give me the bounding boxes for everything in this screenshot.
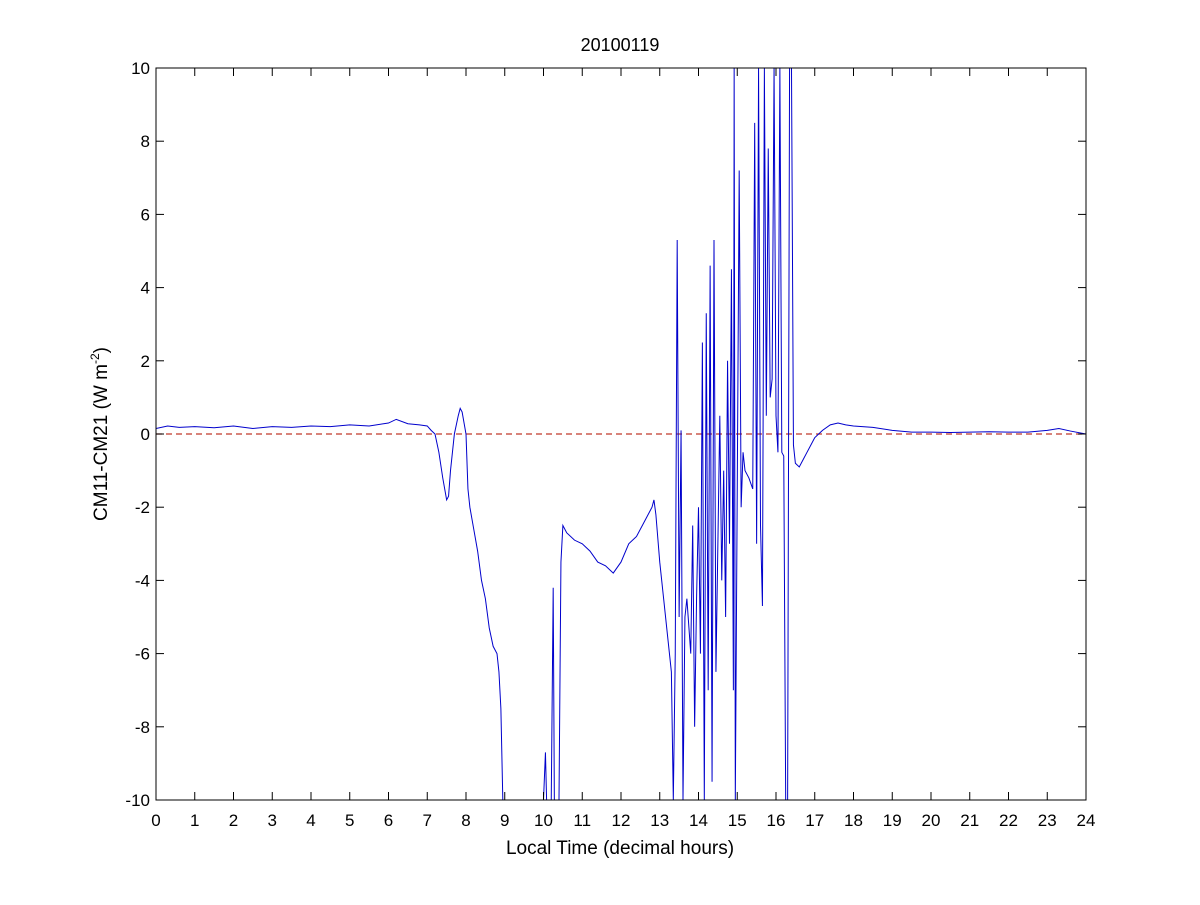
y-tick-label: -6 [135, 645, 150, 664]
x-tick-label: 0 [151, 811, 160, 830]
y-tick-label: -8 [135, 718, 150, 737]
x-tick-label: 20 [922, 811, 941, 830]
x-tick-label: 3 [268, 811, 277, 830]
x-tick-label: 17 [805, 811, 824, 830]
x-tick-label: 5 [345, 811, 354, 830]
x-tick-label: 4 [306, 811, 315, 830]
y-tick-label: 4 [141, 279, 150, 298]
x-tick-label: 9 [500, 811, 509, 830]
x-tick-label: 8 [461, 811, 470, 830]
x-tick-label: 14 [689, 811, 708, 830]
x-tick-label: 24 [1077, 811, 1096, 830]
x-tick-label: 21 [960, 811, 979, 830]
x-tick-label: 6 [384, 811, 393, 830]
y-tick-label: 2 [141, 352, 150, 371]
y-axis-label-tail: ) [91, 347, 112, 353]
x-tick-label: 22 [999, 811, 1018, 830]
x-tick-label: 7 [423, 811, 432, 830]
x-tick-label: 16 [767, 811, 786, 830]
y-tick-label: -10 [125, 791, 150, 810]
x-tick-label: 18 [844, 811, 863, 830]
series-line-0 [156, 68, 1086, 800]
x-tick-label: 23 [1038, 811, 1057, 830]
x-tick-label: 11 [573, 811, 591, 830]
tick-layer: 0 1 2 3 4 5 6 7 8 9 10 11 12 13 14 15 16 17 18 19 20 21 22 23 24… [125, 59, 1095, 830]
x-tick-label: 15 [728, 811, 747, 830]
y-axis-label: CM11-CM21 (W m-2) [88, 347, 112, 521]
x-tick-label: 19 [883, 811, 902, 830]
y-axis-label-main: CM11-CM21 (W m [91, 364, 112, 521]
x-axis-label: Local Time (decimal hours) [506, 838, 734, 859]
x-tick-label: 12 [612, 811, 631, 830]
y-tick-label: 8 [141, 132, 150, 151]
y-tick-label: 10 [131, 59, 150, 78]
y-axis-label-superscript: -2 [88, 353, 102, 364]
y-tick-label: -2 [135, 498, 150, 517]
chart-title: 20100119 [581, 35, 660, 55]
y-tick-label: 0 [141, 425, 150, 444]
y-tick-label: 6 [141, 205, 150, 224]
x-tick-label: 2 [229, 811, 238, 830]
x-tick-label: 10 [534, 811, 553, 830]
y-tick-label: -4 [135, 571, 150, 590]
plot-area [156, 68, 1086, 800]
x-tick-label: 1 [190, 811, 199, 830]
x-tick-label: 13 [650, 811, 669, 830]
